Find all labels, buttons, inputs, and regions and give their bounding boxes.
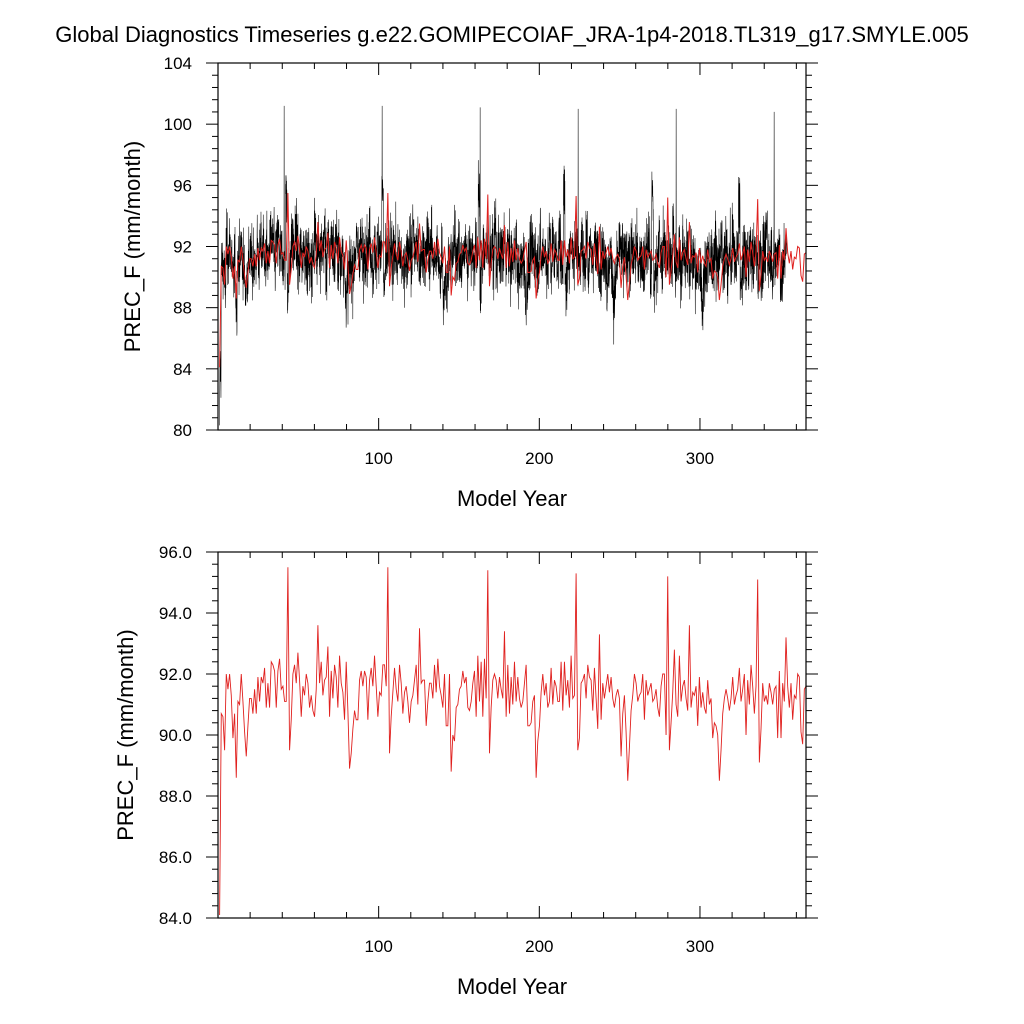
chart-title: Global Diagnostics Timeseries g.e22.GOMI… — [55, 22, 969, 47]
y-tick-label: 88.0 — [159, 787, 192, 806]
bottom-panel-y-axis-label: PREC_F (mm/month) — [113, 629, 138, 840]
top-panel-series — [219, 105, 807, 426]
y-tick-label: 92 — [173, 238, 192, 257]
y-tick-label: 84 — [173, 360, 192, 379]
x-tick-label: 200 — [525, 937, 553, 956]
y-tick-label: 96.0 — [159, 543, 192, 562]
x-tick-label: 100 — [364, 937, 392, 956]
top-panel: 100 200 300 80 84 88 92 96 100 104 Model Year PRE… — [120, 54, 818, 511]
y-tick-label: 90.0 — [159, 726, 192, 745]
y-tick-label: 100 — [164, 115, 192, 134]
annual-mean-series-line — [219, 567, 807, 915]
top-panel-ticks: 100 200 300 80 84 88 92 96 100 104 — [164, 54, 818, 468]
y-tick-label: 88 — [173, 299, 192, 318]
x-tick-label: 200 — [525, 449, 553, 468]
top-panel-x-axis-label: Model Year — [457, 486, 567, 511]
annual-mean-series-line — [219, 192, 807, 368]
bottom-panel: 100 200 300 84.0 86.0 88.0 90.0 92.0 94.0 96.0 Mo… — [113, 543, 818, 999]
bottom-panel-series — [219, 567, 807, 915]
bottom-panel-x-axis-label: Model Year — [457, 974, 567, 999]
x-tick-label: 100 — [364, 449, 392, 468]
y-tick-label: 104 — [164, 54, 192, 73]
y-tick-label: 80 — [173, 421, 192, 440]
y-tick-label: 96 — [173, 176, 192, 195]
monthly-series-line — [219, 105, 787, 426]
y-tick-label: 92.0 — [159, 665, 192, 684]
y-tick-label: 86.0 — [159, 848, 192, 867]
top-panel-y-axis-label: PREC_F (mm/month) — [120, 141, 145, 352]
x-tick-label: 300 — [686, 449, 714, 468]
y-tick-label: 94.0 — [159, 604, 192, 623]
y-tick-label: 84.0 — [159, 909, 192, 928]
x-tick-label: 300 — [686, 937, 714, 956]
bottom-panel-ticks: 100 200 300 84.0 86.0 88.0 90.0 92.0 94.0 96.0 — [159, 543, 818, 956]
